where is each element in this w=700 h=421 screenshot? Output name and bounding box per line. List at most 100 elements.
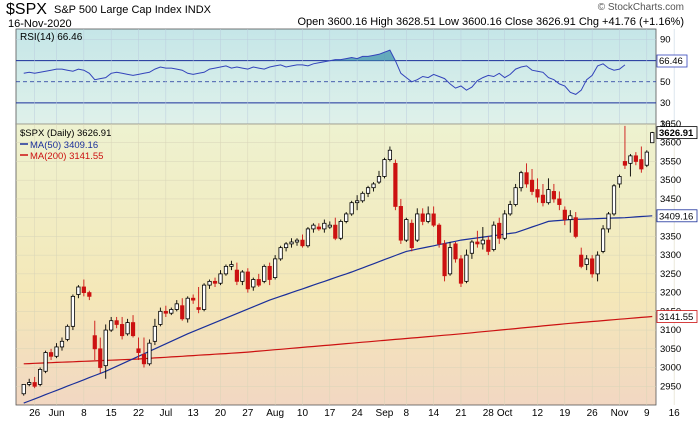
candle (398, 198, 403, 244)
candle-body (540, 194, 546, 204)
legend-price: $SPX (Daily) 3626.91 (20, 128, 111, 139)
candle (590, 255, 595, 278)
candle-body (365, 187, 371, 194)
candle (469, 240, 474, 259)
candle (294, 238, 300, 246)
candle (508, 200, 513, 216)
date-tick-label: 14 (428, 408, 440, 419)
candle-body (502, 213, 507, 239)
candle-body (196, 307, 201, 310)
candle-body (289, 241, 294, 245)
price-tick-label: 3450 (660, 194, 681, 205)
candle (606, 212, 611, 233)
price-tick-label: 3350 (660, 231, 681, 242)
candle-body (245, 271, 250, 290)
candle-body (437, 224, 442, 245)
price-tick-label: 3550 (660, 156, 681, 167)
candle-body (158, 310, 163, 325)
candle (38, 367, 43, 387)
candle (218, 270, 223, 286)
candle (48, 348, 54, 361)
candle (256, 273, 261, 287)
candle-body (125, 322, 130, 335)
candle (415, 208, 420, 243)
candle (622, 125, 628, 169)
candle-body (273, 258, 278, 279)
date-tick-label: 15 (106, 408, 118, 419)
candle-body (262, 265, 267, 282)
candle (437, 223, 442, 248)
candle (376, 170, 382, 184)
candle (595, 251, 600, 282)
candle-body (595, 254, 600, 275)
symbol: $SPX (6, 1, 47, 18)
candle (202, 283, 207, 312)
price-tick-label: 3100 (660, 325, 681, 336)
candle (158, 307, 163, 327)
rsi-value-tag-box (656, 54, 688, 68)
candle-body (311, 224, 316, 230)
candle-body (234, 269, 239, 282)
rsi-legend-value: 66.46 (57, 32, 82, 43)
candle (114, 316, 119, 329)
rsi-tick-label: 90 (660, 35, 671, 46)
candle (262, 264, 267, 284)
candle (524, 163, 529, 188)
rsi-value-tag: 66.46 (659, 56, 683, 67)
ma50-tag-box (656, 209, 698, 223)
date-tick-label: 8 (404, 408, 410, 419)
candle (43, 350, 48, 374)
candle-body (393, 162, 398, 207)
rsi-tick-label: 30 (660, 98, 671, 109)
candle-body (87, 292, 92, 297)
rsi-line (23, 49, 626, 95)
candle-body (174, 303, 179, 310)
candle-body (524, 172, 529, 185)
candle (300, 234, 305, 248)
candle (497, 217, 502, 244)
candle (76, 285, 81, 299)
candle-body (644, 151, 649, 166)
rsi-legend: RSI(14) 66.46 (20, 32, 83, 43)
candle (409, 219, 414, 252)
date-tick-label: 21 (455, 408, 467, 419)
candle-body (382, 159, 387, 177)
candle-body (513, 187, 518, 205)
candle-body (267, 265, 272, 280)
date-tick-label: 9 (644, 408, 650, 419)
candle-body (480, 239, 485, 245)
ma50-tag: 3409.16 (659, 211, 693, 222)
candle (196, 286, 201, 314)
candle-body (617, 176, 622, 185)
candle (650, 131, 655, 144)
rsi-tick-label: 50 (660, 77, 671, 88)
candle-body (92, 335, 97, 350)
date-tick-label: 26 (29, 408, 41, 419)
candle-body (256, 279, 261, 286)
candle (278, 245, 283, 261)
date-tick-label: Oct (497, 408, 513, 419)
legend-ma200: MA(200) 3141.55 (30, 151, 103, 162)
candle-body (349, 202, 354, 215)
candle-body (316, 226, 321, 230)
candle-body (32, 382, 37, 387)
candle (519, 170, 524, 192)
candle (579, 247, 584, 269)
candle-body (568, 215, 573, 220)
candle-body (207, 280, 212, 286)
candle (251, 277, 256, 291)
candle (382, 157, 387, 179)
candle (207, 279, 212, 289)
price-tick-label: 3600 (660, 138, 681, 149)
candle-body (218, 273, 223, 284)
candle-body (420, 213, 425, 222)
ma200-line (23, 315, 653, 365)
candle-body (458, 258, 464, 284)
candle-body (557, 198, 562, 205)
candle (98, 337, 103, 374)
candle (491, 221, 496, 252)
candle (551, 183, 556, 203)
date-tick-label: 22 (133, 408, 145, 419)
candle-body (464, 254, 469, 282)
candle (273, 255, 278, 280)
